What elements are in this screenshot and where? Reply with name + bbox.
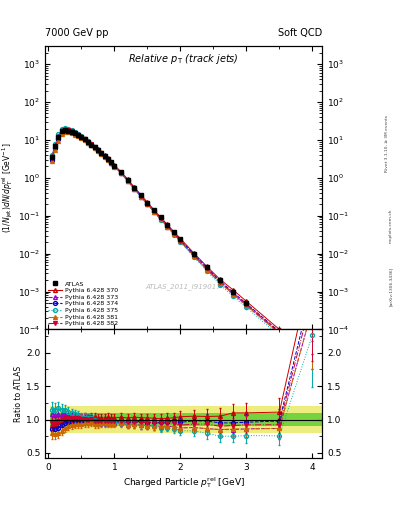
X-axis label: Charged Particle $p_\mathrm{T}^\mathrm{rel}$ [GeV]: Charged Particle $p_\mathrm{T}^\mathrm{r… [123, 475, 245, 490]
Y-axis label: $(1/N_\mathrm{jet})dN/dp_T^\mathrm{rel}\ [\mathrm{GeV}^{-1}]$: $(1/N_\mathrm{jet})dN/dp_T^\mathrm{rel}\… [1, 142, 15, 233]
Text: 7000 GeV pp: 7000 GeV pp [45, 28, 109, 38]
Text: Rivet 3.1.10, ≥ 3M events: Rivet 3.1.10, ≥ 3M events [385, 115, 389, 172]
Text: mcplots.cern.ch: mcplots.cern.ch [389, 208, 393, 243]
Text: ATLAS_2011_I919017: ATLAS_2011_I919017 [146, 283, 222, 290]
Y-axis label: Ratio to ATLAS: Ratio to ATLAS [14, 366, 23, 422]
Text: [arXiv:1306.3436]: [arXiv:1306.3436] [389, 267, 393, 306]
Text: Relative $p_\mathrm{T}$ (track jets): Relative $p_\mathrm{T}$ (track jets) [129, 52, 239, 66]
Legend: ATLAS, Pythia 6.428 370, Pythia 6.428 373, Pythia 6.428 374, Pythia 6.428 375, P: ATLAS, Pythia 6.428 370, Pythia 6.428 37… [47, 280, 119, 328]
Text: Soft QCD: Soft QCD [278, 28, 322, 38]
